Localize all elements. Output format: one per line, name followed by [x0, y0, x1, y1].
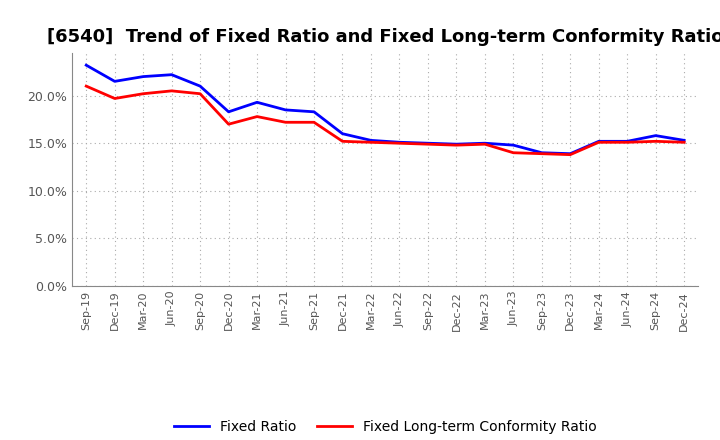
- Fixed Long-term Conformity Ratio: [196, 91, 204, 96]
- Fixed Ratio: [423, 141, 432, 146]
- Fixed Ratio: [225, 109, 233, 114]
- Fixed Long-term Conformity Ratio: [566, 152, 575, 157]
- Fixed Long-term Conformity Ratio: [509, 150, 518, 155]
- Fixed Long-term Conformity Ratio: [680, 139, 688, 145]
- Fixed Ratio: [623, 139, 631, 144]
- Fixed Ratio: [366, 138, 375, 143]
- Fixed Ratio: [282, 107, 290, 113]
- Fixed Ratio: [139, 74, 148, 79]
- Fixed Long-term Conformity Ratio: [139, 91, 148, 96]
- Fixed Long-term Conformity Ratio: [167, 88, 176, 94]
- Fixed Ratio: [110, 79, 119, 84]
- Fixed Ratio: [680, 138, 688, 143]
- Fixed Long-term Conformity Ratio: [452, 143, 461, 148]
- Fixed Long-term Conformity Ratio: [282, 120, 290, 125]
- Line: Fixed Ratio: Fixed Ratio: [86, 65, 684, 154]
- Fixed Long-term Conformity Ratio: [82, 84, 91, 89]
- Title: [6540]  Trend of Fixed Ratio and Fixed Long-term Conformity Ratio: [6540] Trend of Fixed Ratio and Fixed Lo…: [47, 28, 720, 46]
- Fixed Ratio: [480, 141, 489, 146]
- Fixed Ratio: [338, 131, 347, 136]
- Fixed Ratio: [509, 143, 518, 148]
- Fixed Ratio: [537, 150, 546, 155]
- Fixed Long-term Conformity Ratio: [366, 139, 375, 145]
- Fixed Ratio: [82, 62, 91, 68]
- Fixed Ratio: [595, 139, 603, 144]
- Fixed Ratio: [652, 133, 660, 138]
- Fixed Ratio: [196, 84, 204, 89]
- Line: Fixed Long-term Conformity Ratio: Fixed Long-term Conformity Ratio: [86, 86, 684, 154]
- Fixed Long-term Conformity Ratio: [338, 139, 347, 144]
- Fixed Ratio: [395, 139, 404, 145]
- Fixed Long-term Conformity Ratio: [310, 120, 318, 125]
- Fixed Long-term Conformity Ratio: [537, 151, 546, 156]
- Fixed Long-term Conformity Ratio: [623, 139, 631, 145]
- Fixed Long-term Conformity Ratio: [110, 96, 119, 101]
- Fixed Long-term Conformity Ratio: [253, 114, 261, 119]
- Fixed Ratio: [452, 142, 461, 147]
- Fixed Ratio: [253, 99, 261, 105]
- Fixed Long-term Conformity Ratio: [480, 142, 489, 147]
- Fixed Ratio: [167, 72, 176, 77]
- Fixed Ratio: [310, 109, 318, 114]
- Fixed Ratio: [566, 151, 575, 156]
- Fixed Long-term Conformity Ratio: [225, 121, 233, 127]
- Legend: Fixed Ratio, Fixed Long-term Conformity Ratio: Fixed Ratio, Fixed Long-term Conformity …: [168, 414, 602, 439]
- Fixed Long-term Conformity Ratio: [652, 139, 660, 144]
- Fixed Long-term Conformity Ratio: [423, 142, 432, 147]
- Fixed Long-term Conformity Ratio: [395, 141, 404, 146]
- Fixed Long-term Conformity Ratio: [595, 139, 603, 145]
